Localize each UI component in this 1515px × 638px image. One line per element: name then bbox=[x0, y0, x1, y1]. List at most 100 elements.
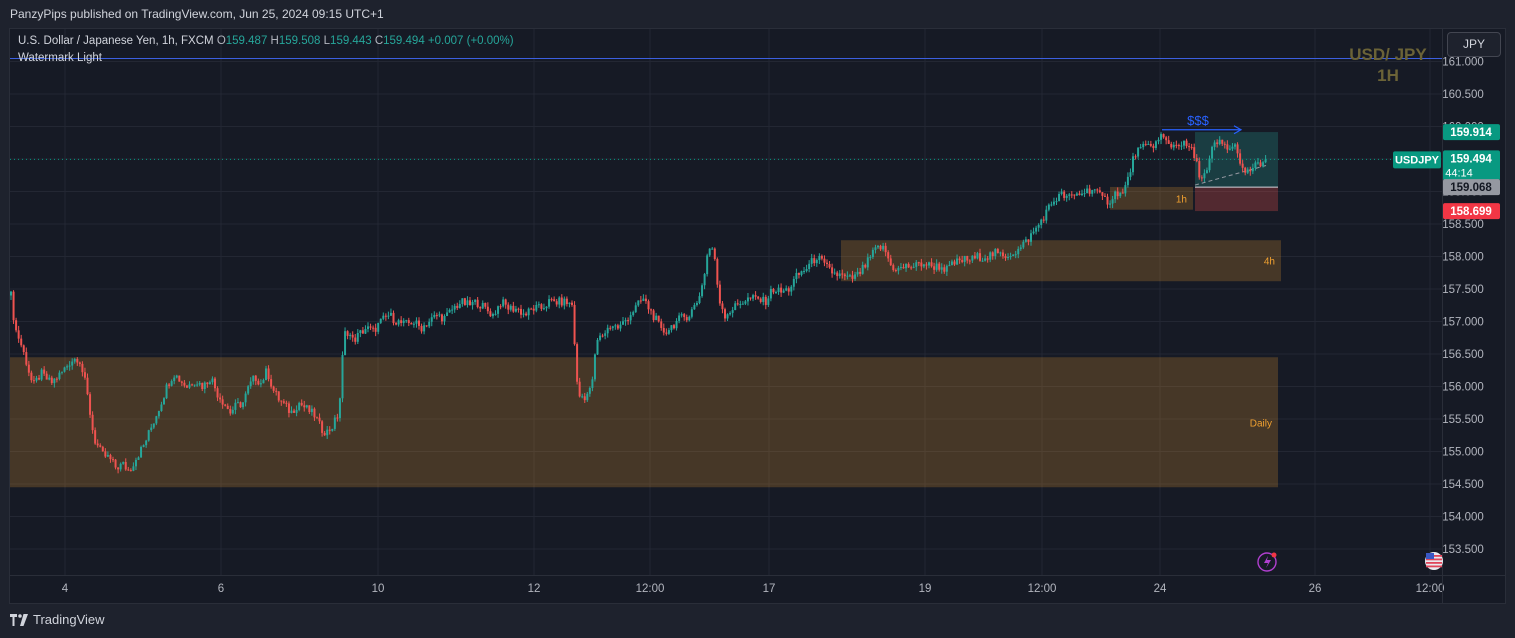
candle-body bbox=[1160, 134, 1163, 140]
candle-body bbox=[328, 429, 331, 431]
candle-body bbox=[1262, 162, 1265, 167]
candle-body bbox=[1228, 148, 1231, 150]
candle-body bbox=[448, 309, 451, 313]
candle-body bbox=[963, 255, 966, 262]
candle-body bbox=[316, 417, 318, 419]
candle-body bbox=[275, 390, 278, 392]
candle-body bbox=[925, 264, 928, 266]
candle-body bbox=[764, 296, 767, 305]
candle-body bbox=[188, 384, 191, 388]
open-value: 159.487 bbox=[225, 35, 268, 47]
candle-body bbox=[1190, 147, 1193, 149]
y-tick-label: 158.500 bbox=[1442, 219, 1484, 231]
notification-dot bbox=[1271, 552, 1277, 558]
candle-body bbox=[1126, 176, 1129, 186]
candle-body bbox=[53, 378, 56, 384]
supply-demand-zone-4h[interactable] bbox=[841, 240, 1281, 282]
candle-body bbox=[775, 292, 777, 294]
candle-body bbox=[706, 255, 709, 275]
x-tick-label: 12:00 bbox=[1416, 583, 1445, 595]
alert-lightning-icon[interactable] bbox=[1257, 552, 1277, 572]
candle-body bbox=[887, 252, 890, 259]
candle-body bbox=[673, 325, 675, 329]
candle-body bbox=[1211, 146, 1214, 159]
candle-body bbox=[1042, 219, 1045, 221]
candle-body bbox=[231, 409, 234, 414]
candle-body bbox=[864, 264, 867, 268]
candle-body bbox=[216, 388, 219, 398]
symbol-tag: USDJPY bbox=[1395, 154, 1440, 166]
candle-body bbox=[208, 382, 211, 385]
candle-body bbox=[382, 315, 385, 319]
candle-body bbox=[899, 267, 902, 269]
candle-body bbox=[191, 384, 194, 386]
x-tick-label: 19 bbox=[919, 583, 932, 595]
candle-body bbox=[433, 314, 436, 318]
candle-body bbox=[629, 315, 632, 321]
candle-body bbox=[818, 255, 821, 261]
currency-button[interactable]: JPY bbox=[1447, 32, 1501, 57]
annotation-text[interactable]: $$$ bbox=[1187, 113, 1209, 128]
candle-body bbox=[540, 304, 543, 309]
plot-area[interactable] bbox=[10, 29, 1442, 575]
candle-body bbox=[981, 260, 984, 262]
candle-body bbox=[507, 304, 510, 310]
candle-body bbox=[203, 382, 206, 390]
candle-body bbox=[910, 267, 913, 269]
candle-body bbox=[453, 305, 456, 310]
candle-body bbox=[252, 375, 255, 382]
tradingview-brand[interactable]: TradingView bbox=[10, 612, 105, 627]
y-tick-label: 154.500 bbox=[1442, 479, 1484, 491]
candle-body bbox=[711, 248, 714, 250]
candle-body bbox=[820, 255, 823, 259]
x-tick-label: 12 bbox=[528, 583, 541, 595]
candle-body bbox=[384, 315, 387, 317]
candle-body bbox=[1226, 144, 1229, 150]
symbol-description[interactable]: U.S. Dollar / Japanese Yen, 1h, FXCM bbox=[18, 35, 214, 47]
candle-body bbox=[280, 400, 283, 402]
candle-body bbox=[882, 245, 885, 250]
candle-body bbox=[456, 305, 459, 308]
candle-body bbox=[884, 245, 887, 253]
price-label-box bbox=[1443, 203, 1500, 220]
candle-body bbox=[790, 286, 793, 292]
candle-body bbox=[392, 312, 395, 324]
ohlc-legend: U.S. Dollar / Japanese Yen, 1h, FXCM O15… bbox=[18, 35, 514, 47]
candle-body bbox=[841, 273, 844, 275]
candle-body bbox=[718, 284, 721, 304]
candle-body bbox=[984, 258, 987, 261]
candle-body bbox=[425, 325, 428, 327]
x-tick-label: 12:00 bbox=[1028, 583, 1057, 595]
candle-body bbox=[262, 380, 265, 384]
candle-body bbox=[953, 261, 956, 265]
close-label: C bbox=[374, 35, 384, 47]
candle-body bbox=[690, 309, 693, 317]
candle-body bbox=[234, 402, 237, 410]
candle-body bbox=[379, 318, 382, 323]
candle-body bbox=[746, 297, 749, 302]
candle-body bbox=[50, 377, 53, 384]
candle-body bbox=[1068, 194, 1071, 196]
candle-body bbox=[754, 295, 757, 297]
candle-body bbox=[912, 266, 915, 268]
indicator-legend[interactable]: Watermark Light bbox=[18, 52, 102, 64]
candle-body bbox=[32, 380, 35, 382]
long-position-stop-zone[interactable] bbox=[1195, 187, 1278, 212]
candle-body bbox=[293, 410, 296, 413]
candle-body bbox=[349, 334, 352, 336]
candle-body bbox=[277, 391, 280, 401]
candle-body bbox=[593, 354, 596, 380]
price-label: 158.699 bbox=[1450, 206, 1492, 218]
candle-body bbox=[38, 377, 41, 380]
candle-body bbox=[601, 335, 604, 337]
candlestick-chart[interactable]: 161.000160.500160.000159.500159.000158.5… bbox=[10, 29, 1505, 603]
supply-demand-zone-1h[interactable] bbox=[1110, 186, 1193, 210]
candle-body bbox=[989, 252, 992, 260]
candle-body bbox=[701, 285, 704, 297]
supply-demand-zone-daily[interactable] bbox=[10, 357, 1278, 488]
candle-body bbox=[1152, 145, 1155, 149]
candle-body bbox=[749, 297, 752, 299]
candle-body bbox=[815, 260, 818, 264]
candle-body bbox=[973, 255, 976, 259]
candle-body bbox=[1137, 147, 1140, 157]
